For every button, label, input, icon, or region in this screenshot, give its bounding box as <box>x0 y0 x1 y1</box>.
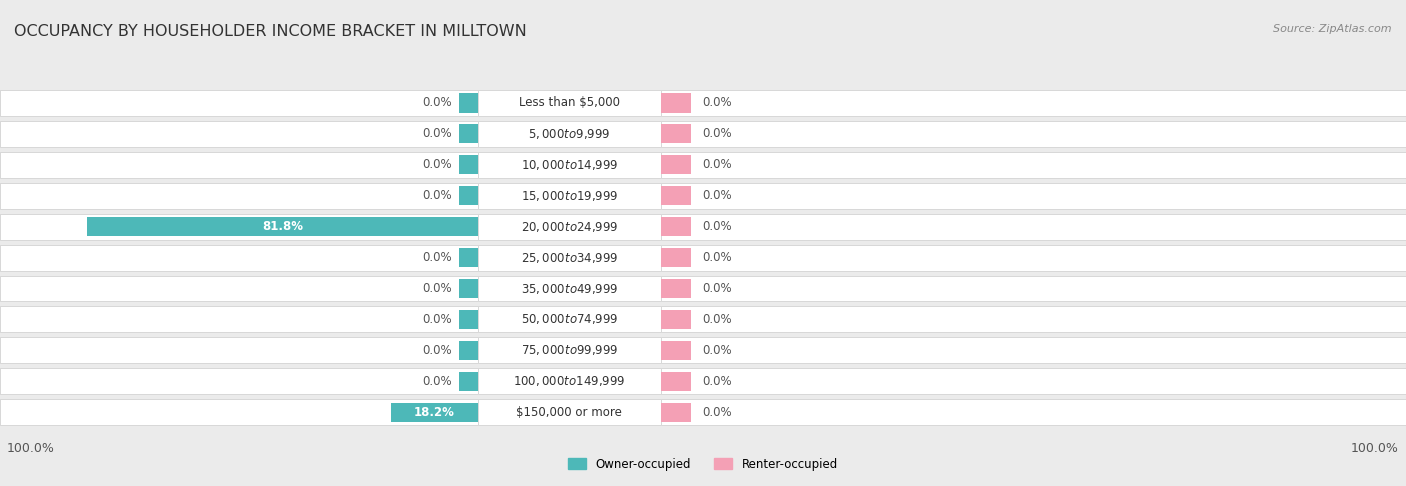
Bar <box>661 337 1406 364</box>
Text: $35,000 to $49,999: $35,000 to $49,999 <box>520 281 619 295</box>
Text: 18.2%: 18.2% <box>415 406 456 419</box>
Text: $75,000 to $99,999: $75,000 to $99,999 <box>520 344 619 357</box>
Bar <box>478 152 661 178</box>
Bar <box>458 248 478 267</box>
Bar <box>661 372 690 391</box>
Text: 0.0%: 0.0% <box>422 251 451 264</box>
Bar <box>478 183 661 208</box>
Bar <box>0 121 478 147</box>
Bar <box>391 402 478 422</box>
Bar <box>0 337 478 364</box>
Legend: Owner-occupied, Renter-occupied: Owner-occupied, Renter-occupied <box>564 453 842 475</box>
Text: 0.0%: 0.0% <box>422 96 451 109</box>
Text: 0.0%: 0.0% <box>422 158 451 171</box>
Text: 0.0%: 0.0% <box>702 189 731 202</box>
Text: $10,000 to $14,999: $10,000 to $14,999 <box>520 158 619 172</box>
Bar <box>458 93 478 113</box>
Text: 0.0%: 0.0% <box>702 158 731 171</box>
Text: 0.0%: 0.0% <box>702 375 731 388</box>
Bar <box>661 124 690 143</box>
Bar <box>661 217 690 236</box>
Bar <box>661 186 690 205</box>
Bar <box>661 121 1406 147</box>
Bar <box>458 186 478 205</box>
Bar <box>458 310 478 329</box>
Bar <box>661 93 690 113</box>
Text: 0.0%: 0.0% <box>702 406 731 419</box>
Text: 100.0%: 100.0% <box>7 442 55 455</box>
Text: 0.0%: 0.0% <box>702 313 731 326</box>
Text: 0.0%: 0.0% <box>422 127 451 140</box>
Bar <box>661 276 1406 301</box>
Text: 0.0%: 0.0% <box>702 282 731 295</box>
Text: Source: ZipAtlas.com: Source: ZipAtlas.com <box>1274 24 1392 35</box>
Bar <box>0 152 478 178</box>
Bar <box>478 121 661 147</box>
Text: Less than $5,000: Less than $5,000 <box>519 96 620 109</box>
Bar <box>661 183 1406 208</box>
Bar <box>661 244 1406 271</box>
Bar <box>0 214 478 240</box>
Text: 0.0%: 0.0% <box>702 251 731 264</box>
Bar <box>661 152 1406 178</box>
Text: 0.0%: 0.0% <box>422 313 451 326</box>
Bar <box>0 276 478 301</box>
Bar <box>661 399 1406 425</box>
Text: 0.0%: 0.0% <box>422 189 451 202</box>
Text: 0.0%: 0.0% <box>702 96 731 109</box>
Text: 0.0%: 0.0% <box>422 344 451 357</box>
Bar <box>458 372 478 391</box>
Bar <box>0 90 478 116</box>
Text: $150,000 or more: $150,000 or more <box>516 406 623 419</box>
Bar <box>0 183 478 208</box>
Bar <box>661 279 690 298</box>
Bar <box>661 341 690 360</box>
Bar <box>458 155 478 174</box>
Bar <box>458 341 478 360</box>
Text: $20,000 to $24,999: $20,000 to $24,999 <box>520 220 619 234</box>
Text: 100.0%: 100.0% <box>1351 442 1399 455</box>
Bar <box>661 248 690 267</box>
Text: OCCUPANCY BY HOUSEHOLDER INCOME BRACKET IN MILLTOWN: OCCUPANCY BY HOUSEHOLDER INCOME BRACKET … <box>14 24 527 39</box>
Text: $15,000 to $19,999: $15,000 to $19,999 <box>520 189 619 203</box>
Bar <box>478 214 661 240</box>
Text: 0.0%: 0.0% <box>702 344 731 357</box>
Bar <box>478 276 661 301</box>
Bar <box>0 368 478 394</box>
Bar <box>0 244 478 271</box>
Bar <box>478 337 661 364</box>
Text: $5,000 to $9,999: $5,000 to $9,999 <box>529 127 610 141</box>
Bar <box>478 307 661 332</box>
Bar <box>458 279 478 298</box>
Text: 81.8%: 81.8% <box>262 220 304 233</box>
Text: $50,000 to $74,999: $50,000 to $74,999 <box>520 312 619 327</box>
Bar <box>0 307 478 332</box>
Bar <box>0 399 478 425</box>
Bar <box>661 90 1406 116</box>
Text: 0.0%: 0.0% <box>702 127 731 140</box>
Text: $25,000 to $34,999: $25,000 to $34,999 <box>520 251 619 264</box>
Bar <box>87 217 478 236</box>
Bar <box>478 399 661 425</box>
Text: 0.0%: 0.0% <box>422 282 451 295</box>
Bar <box>661 402 690 422</box>
Bar <box>661 307 1406 332</box>
Bar <box>661 310 690 329</box>
Bar <box>661 214 1406 240</box>
Bar <box>478 368 661 394</box>
Text: 0.0%: 0.0% <box>422 375 451 388</box>
Bar <box>661 155 690 174</box>
Bar <box>661 368 1406 394</box>
Bar <box>458 124 478 143</box>
Bar <box>478 244 661 271</box>
Text: 0.0%: 0.0% <box>702 220 731 233</box>
Text: $100,000 to $149,999: $100,000 to $149,999 <box>513 374 626 388</box>
Bar <box>478 90 661 116</box>
